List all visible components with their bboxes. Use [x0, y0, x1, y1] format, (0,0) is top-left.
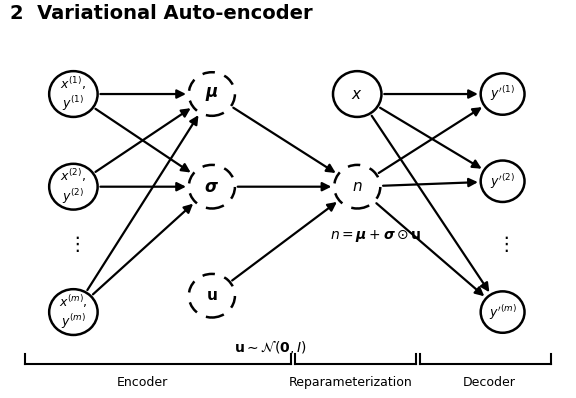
Ellipse shape [49, 289, 97, 335]
Text: $\vdots$: $\vdots$ [497, 234, 509, 254]
Ellipse shape [481, 73, 525, 115]
Text: $n$: $n$ [352, 179, 362, 194]
Ellipse shape [189, 274, 235, 318]
Ellipse shape [189, 72, 235, 116]
Text: $\mathbf{u}\sim \mathcal{N}(\mathbf{0}, \mathit{I})$: $\mathbf{u}\sim \mathcal{N}(\mathbf{0}, … [234, 339, 307, 357]
Ellipse shape [481, 291, 525, 333]
Text: 2  Variational Auto-encoder: 2 Variational Auto-encoder [10, 4, 312, 23]
Ellipse shape [333, 71, 381, 117]
Ellipse shape [49, 71, 97, 117]
Text: $x^{(1)},$
$y^{(1)}$: $x^{(1)},$ $y^{(1)}$ [60, 75, 86, 113]
Ellipse shape [189, 165, 235, 209]
Text: $x$: $x$ [351, 86, 363, 101]
Text: $\vdots$: $\vdots$ [67, 234, 79, 254]
Text: Decoder: Decoder [463, 376, 515, 389]
Text: $\boldsymbol{\sigma}$: $\boldsymbol{\sigma}$ [204, 178, 219, 196]
Text: $n = \boldsymbol{\mu} + \boldsymbol{\sigma}\odot\mathbf{u}$: $n = \boldsymbol{\mu} + \boldsymbol{\sig… [329, 228, 421, 244]
Ellipse shape [334, 165, 380, 209]
Text: $x^{(m)},$
$y^{(m)}$: $x^{(m)},$ $y^{(m)}$ [59, 293, 88, 332]
Text: $\mathbf{u}$: $\mathbf{u}$ [206, 288, 218, 303]
Text: $\boldsymbol{\mu}$: $\boldsymbol{\mu}$ [205, 85, 219, 103]
Ellipse shape [481, 160, 525, 202]
Text: Encoder: Encoder [117, 376, 168, 389]
Text: $y'^{(m)}$: $y'^{(m)}$ [488, 302, 517, 322]
Text: $x^{(2)},$
$y^{(2)}$: $x^{(2)},$ $y^{(2)}$ [60, 168, 86, 206]
Text: $y'^{(2)}$: $y'^{(2)}$ [490, 172, 515, 191]
Text: $y'^{(1)}$: $y'^{(1)}$ [490, 85, 515, 103]
Ellipse shape [49, 164, 97, 210]
Text: Reparameterization: Reparameterization [289, 376, 412, 389]
